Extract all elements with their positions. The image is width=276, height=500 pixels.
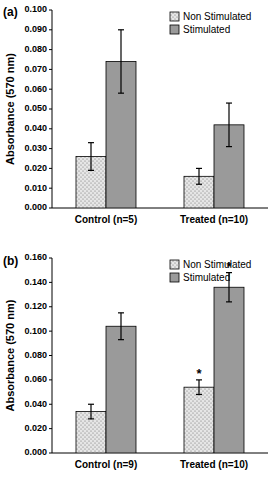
error-cap bbox=[118, 93, 124, 94]
y-tick-label: 0.020 bbox=[24, 423, 47, 433]
error-bar bbox=[118, 30, 124, 93]
plot-area bbox=[76, 30, 244, 208]
panel: (a) Absorbance (570 nm) 0.000 0.010 0.020 0.0… bbox=[3, 4, 268, 225]
y-axis bbox=[52, 10, 53, 208]
y-tick-label: 0.050 bbox=[24, 103, 47, 113]
y-tick-label: 0.100 bbox=[24, 326, 47, 336]
panel-title: (b) bbox=[3, 254, 18, 268]
error-cap bbox=[88, 404, 94, 405]
panel-title: (a) bbox=[3, 5, 18, 19]
y-tick-label: 0.030 bbox=[24, 143, 47, 153]
y-tick-label: 0.080 bbox=[24, 350, 47, 360]
y-tick-label: 0.040 bbox=[24, 123, 47, 133]
error-cap bbox=[88, 418, 94, 419]
x-tick-label: Control (n=9) bbox=[75, 459, 138, 470]
legend-label: Stimulated bbox=[183, 24, 230, 35]
plot-area bbox=[76, 273, 244, 453]
error-cap bbox=[196, 184, 202, 185]
x-tick-label: Treated (n=10) bbox=[180, 214, 248, 225]
y-tick-label: 0.100 bbox=[24, 4, 47, 14]
legend-label: Non Stimulated bbox=[183, 259, 251, 270]
error-cap bbox=[226, 146, 232, 147]
bar bbox=[184, 387, 214, 453]
y-tick-label: 0.060 bbox=[24, 84, 47, 94]
legend-swatch bbox=[170, 12, 179, 21]
error-cap bbox=[88, 170, 94, 171]
legend: Non Stimulated Stimulated bbox=[170, 11, 251, 35]
x-tick-label: Treated (n=10) bbox=[180, 459, 248, 470]
y-tick-label: 0.000 bbox=[24, 202, 47, 212]
error-stem bbox=[198, 168, 199, 184]
error-bar bbox=[88, 404, 94, 419]
error-cap bbox=[88, 142, 94, 143]
error-stem bbox=[228, 103, 229, 147]
y-tick-label: 0.040 bbox=[24, 399, 47, 409]
legend-label: Stimulated bbox=[183, 272, 230, 283]
legend-swatch bbox=[170, 25, 179, 34]
y-tick-label: 0.070 bbox=[24, 64, 47, 74]
x-tick-label: Control (n=5) bbox=[75, 214, 138, 225]
y-tick-label: 0.090 bbox=[24, 24, 47, 34]
y-tick-label: 0.120 bbox=[24, 301, 47, 311]
error-bar bbox=[118, 313, 124, 340]
y-tick-label: 0.080 bbox=[24, 44, 47, 54]
error-bar bbox=[88, 143, 94, 171]
error-stem bbox=[90, 404, 91, 419]
y-tick-label: 0.020 bbox=[24, 163, 47, 173]
bar bbox=[214, 287, 244, 453]
error-cap bbox=[226, 301, 232, 302]
error-bar bbox=[226, 103, 232, 147]
error-bar bbox=[196, 380, 202, 395]
y-tick-label: 0.000 bbox=[24, 447, 47, 457]
y-tick-label: 0.140 bbox=[24, 277, 47, 287]
legend-swatch bbox=[170, 260, 179, 269]
y-axis-label: Absorbance (570 nm) bbox=[4, 53, 16, 165]
y-tick-label: 0.010 bbox=[24, 183, 47, 193]
legend: Non Stimulated Stimulated bbox=[170, 259, 251, 283]
error-stem bbox=[120, 313, 121, 340]
error-stem bbox=[198, 380, 199, 395]
legend-swatch bbox=[170, 273, 179, 282]
error-cap bbox=[196, 394, 202, 395]
error-stem bbox=[90, 143, 91, 171]
legend-label: Non Stimulated bbox=[183, 11, 251, 22]
error-cap bbox=[118, 339, 124, 340]
error-cap bbox=[226, 102, 232, 103]
bar bbox=[106, 326, 136, 453]
y-axis-label: Absorbance (570 nm) bbox=[4, 299, 16, 411]
panel: (b) Absorbance (570 nm) 0.000 0.020 0.040 0.0… bbox=[3, 252, 268, 470]
annotation: * bbox=[196, 366, 202, 381]
error-stem bbox=[120, 30, 121, 93]
error-cap bbox=[118, 312, 124, 313]
y-tick-label: 0.060 bbox=[24, 374, 47, 384]
error-cap bbox=[196, 168, 202, 169]
y-axis bbox=[52, 258, 53, 453]
figure: (a) Absorbance (570 nm) 0.000 0.010 0.020 0.0… bbox=[0, 0, 276, 500]
error-cap bbox=[118, 29, 124, 30]
y-tick-label: 0.160 bbox=[24, 252, 47, 262]
error-bar bbox=[196, 168, 202, 184]
